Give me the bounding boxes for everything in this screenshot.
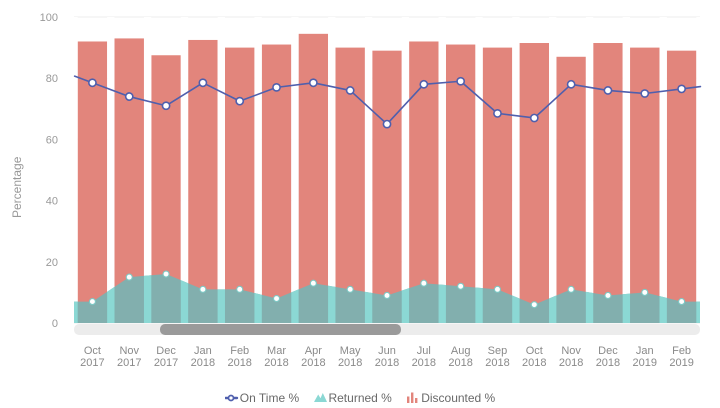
svg-text:2018: 2018 xyxy=(596,357,620,369)
svg-text:2018: 2018 xyxy=(559,357,583,369)
svg-text:Mar: Mar xyxy=(267,345,286,357)
svg-text:2017: 2017 xyxy=(154,357,178,369)
svg-text:20: 20 xyxy=(46,257,58,269)
svg-text:2018: 2018 xyxy=(485,357,509,369)
svg-text:100: 100 xyxy=(40,12,58,24)
svg-text:40: 40 xyxy=(46,196,58,208)
svg-text:60: 60 xyxy=(46,134,58,146)
svg-text:Jan: Jan xyxy=(636,345,654,357)
svg-text:Dec: Dec xyxy=(598,345,618,357)
svg-text:2018: 2018 xyxy=(375,357,399,369)
svg-text:2018: 2018 xyxy=(301,357,325,369)
svg-text:2018: 2018 xyxy=(522,357,546,369)
svg-text:2018: 2018 xyxy=(191,357,215,369)
svg-text:Aug: Aug xyxy=(451,345,471,357)
svg-text:Jan: Jan xyxy=(194,345,212,357)
svg-text:Sep: Sep xyxy=(488,345,508,357)
svg-text:Jul: Jul xyxy=(417,345,431,357)
svg-text:2018: 2018 xyxy=(412,357,436,369)
svg-text:2018: 2018 xyxy=(448,357,472,369)
svg-text:2018: 2018 xyxy=(264,357,288,369)
svg-text:Oct: Oct xyxy=(526,345,543,357)
svg-text:2019: 2019 xyxy=(669,357,693,369)
svg-text:Apr: Apr xyxy=(305,345,322,357)
svg-text:2017: 2017 xyxy=(80,357,104,369)
svg-text:80: 80 xyxy=(46,73,58,85)
svg-text:Nov: Nov xyxy=(119,345,139,357)
svg-text:2018: 2018 xyxy=(338,357,362,369)
svg-text:Jun: Jun xyxy=(378,345,396,357)
svg-text:May: May xyxy=(340,345,361,357)
svg-text:Feb: Feb xyxy=(230,345,249,357)
svg-text:Dec: Dec xyxy=(156,345,176,357)
svg-text:Oct: Oct xyxy=(84,345,101,357)
svg-text:0: 0 xyxy=(52,318,58,330)
svg-text:Nov: Nov xyxy=(561,345,581,357)
svg-text:2017: 2017 xyxy=(117,357,141,369)
svg-text:2019: 2019 xyxy=(633,357,657,369)
svg-text:Feb: Feb xyxy=(672,345,691,357)
svg-text:2018: 2018 xyxy=(227,357,251,369)
